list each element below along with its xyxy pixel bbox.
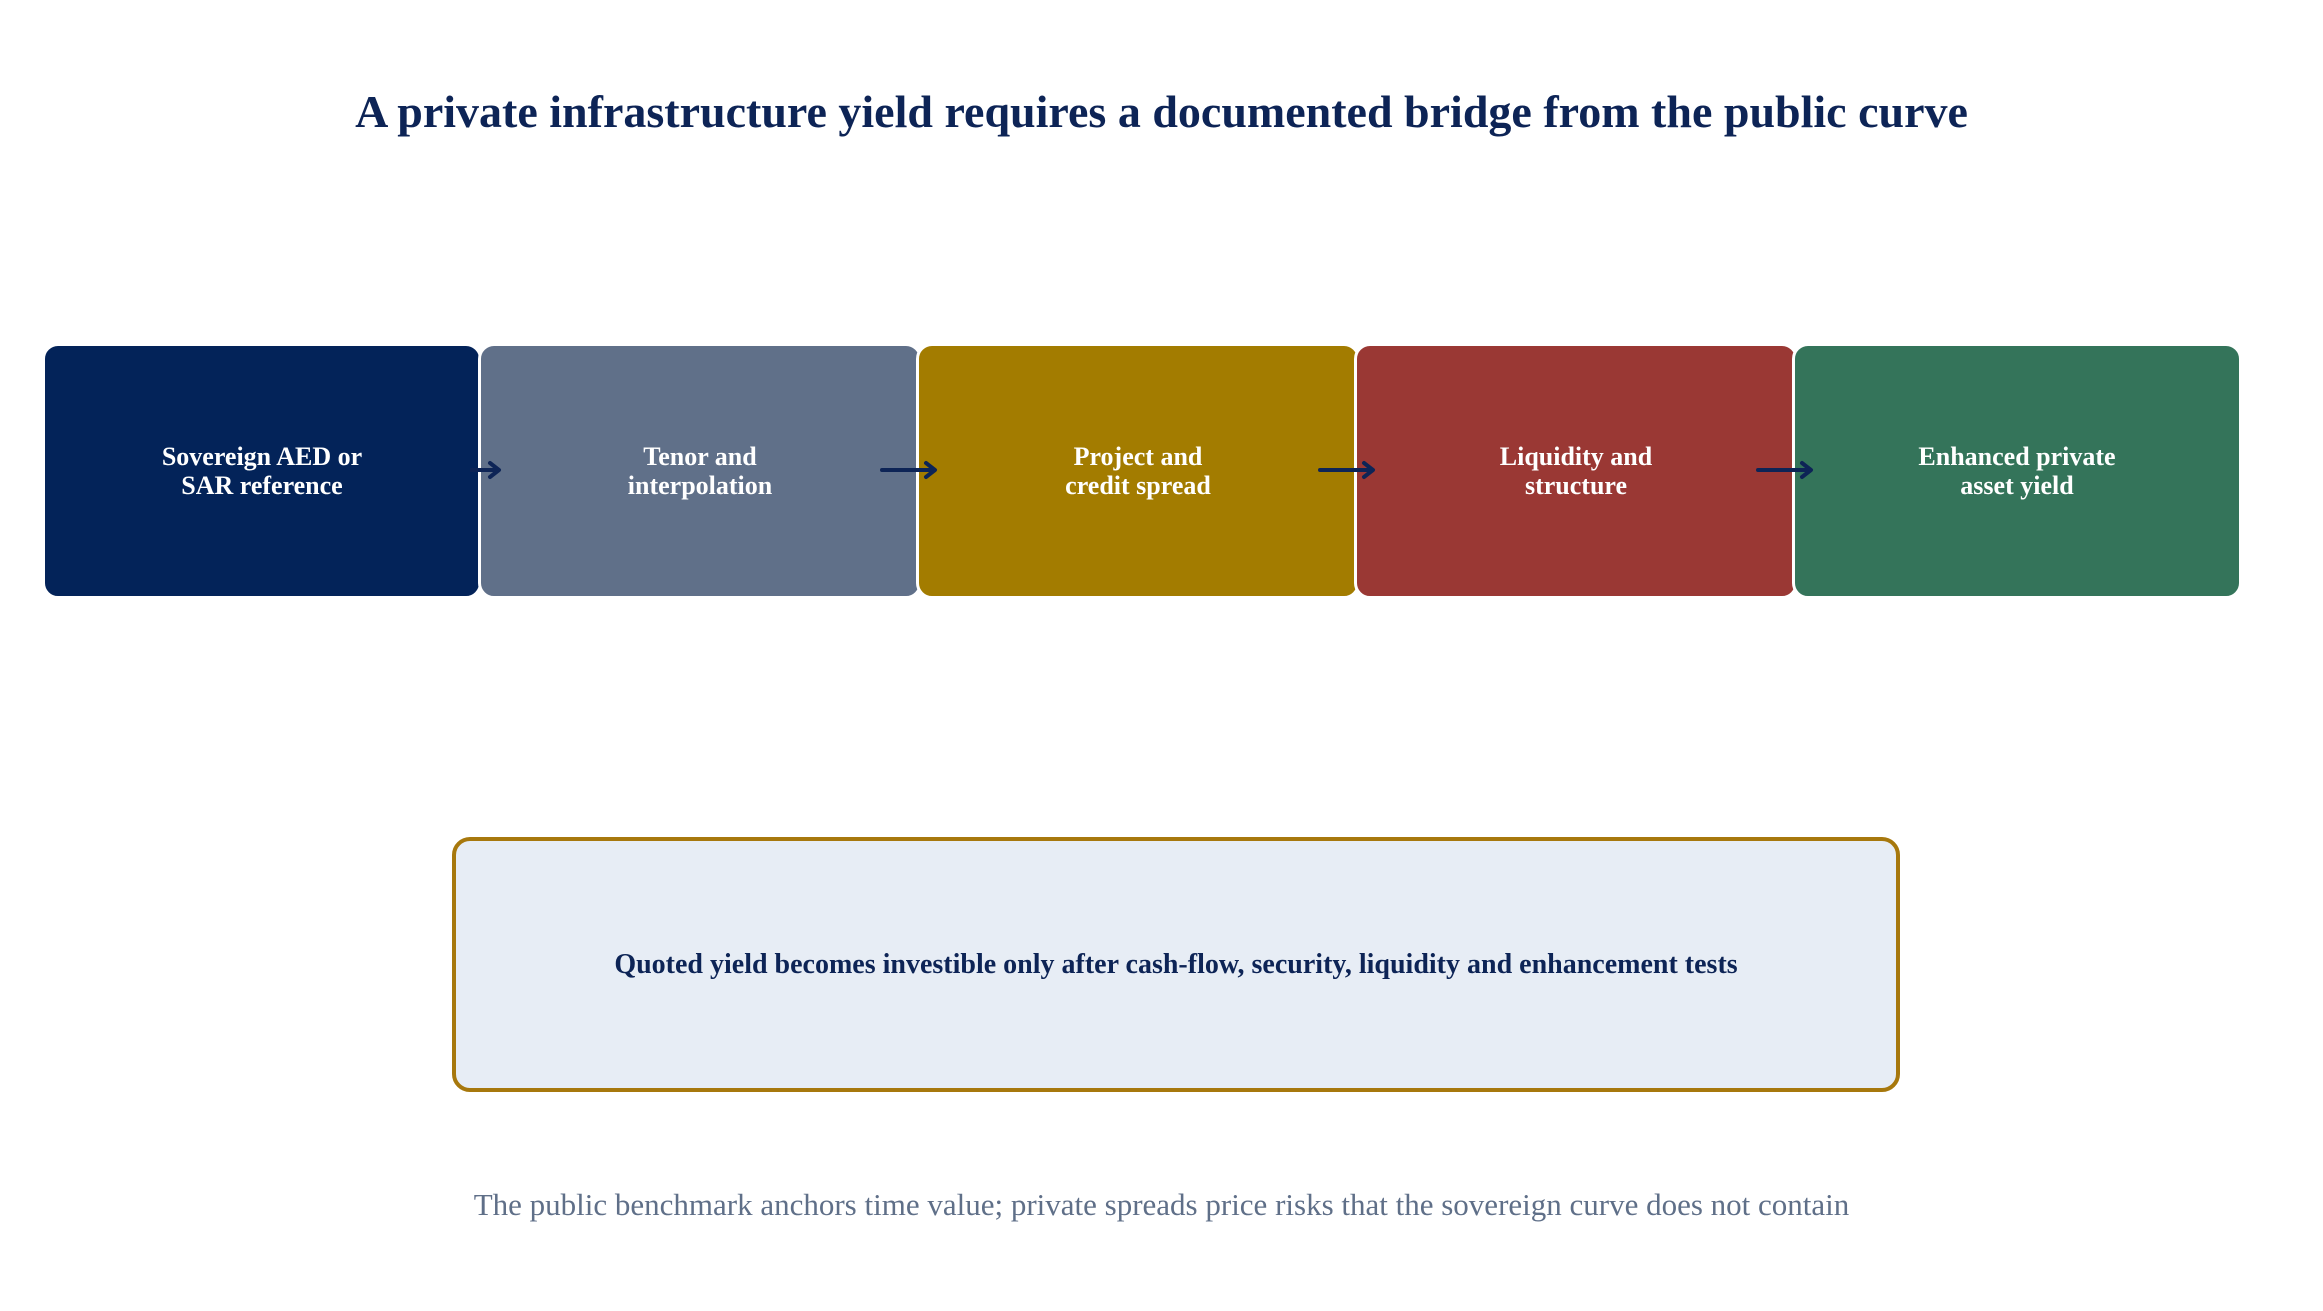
stage-enhanced-private-yield: Enhanced private asset yield: [1792, 343, 2242, 599]
stage-label-line2: asset yield: [1960, 471, 2074, 500]
investability-callout: Quoted yield becomes investible only aft…: [452, 837, 1900, 1092]
stage-label-line2: interpolation: [627, 471, 773, 500]
stage-label-line1: Liquidity and: [1499, 442, 1653, 471]
stage-label-line2: structure: [1524, 471, 1628, 500]
stage-liquidity-structure: Liquidity and structure: [1354, 343, 1798, 599]
diagram-title: A private infrastructure yield requires …: [355, 86, 1968, 137]
stage-label-line1: Tenor and: [643, 442, 757, 471]
stage-label-line1: Project and: [1073, 442, 1203, 471]
flow-arrow-4: [1756, 461, 1813, 479]
flow-arrow-1: [470, 461, 501, 479]
stage-project-credit-spread: Project and credit spread: [916, 343, 1360, 599]
footer-note: The public benchmark anchors time value;…: [473, 1187, 1850, 1222]
flow-arrow-3: [1318, 461, 1375, 479]
stage-label-line1: Sovereign AED or: [161, 442, 363, 471]
flow-arrow-2: [880, 461, 937, 479]
stage-tenor-interpolation: Tenor and interpolation: [478, 343, 922, 599]
callout-text: Quoted yield becomes investible only aft…: [614, 948, 1738, 980]
stage-label-line2: SAR reference: [181, 471, 343, 500]
stage-label-line2: credit spread: [1065, 471, 1211, 500]
stage-label-line1: Enhanced private: [1918, 442, 2116, 471]
stage-sovereign-reference: Sovereign AED or SAR reference: [42, 343, 482, 599]
